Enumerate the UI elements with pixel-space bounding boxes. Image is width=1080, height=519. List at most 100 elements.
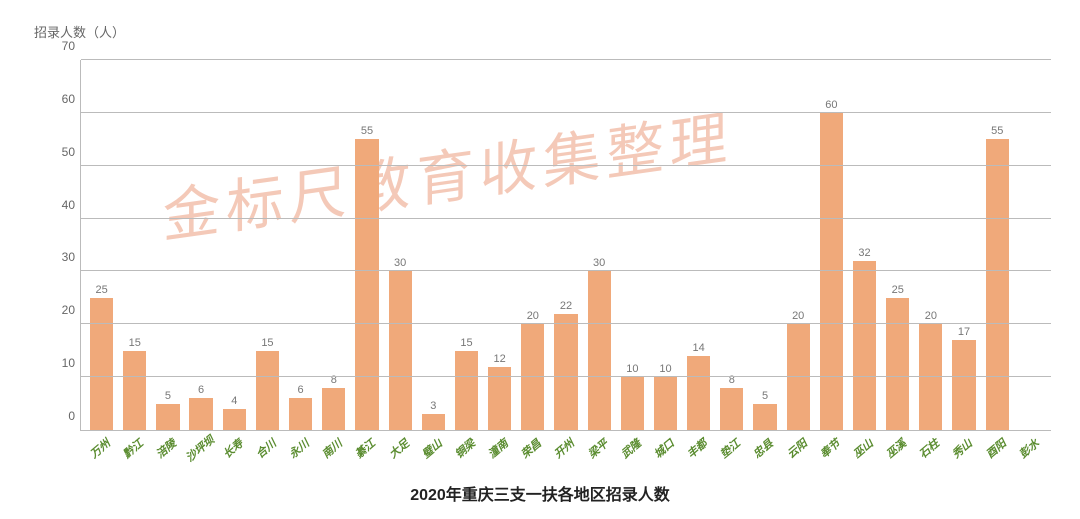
bar-value-label: 3 — [430, 400, 436, 412]
y-tick-label: 30 — [62, 250, 81, 264]
bar-value-label: 20 — [792, 310, 804, 322]
bar-slot: 15 — [450, 60, 483, 430]
x-tick-label: 涪陵 — [148, 432, 184, 466]
bar — [621, 377, 644, 430]
bar — [322, 388, 345, 430]
bar-slot: 20 — [782, 60, 815, 430]
bar-value-label: 17 — [958, 326, 970, 338]
bar — [886, 298, 909, 430]
grid-line — [81, 218, 1051, 219]
y-tick-label: 20 — [62, 303, 81, 317]
bar-slot: 6 — [185, 60, 218, 430]
grid-line — [81, 323, 1051, 324]
bar-value-label: 32 — [858, 247, 870, 259]
bar-value-label: 20 — [527, 310, 539, 322]
bar-value-label: 55 — [361, 125, 373, 137]
bar-slot: 6 — [284, 60, 317, 430]
bar-slot: 8 — [715, 60, 748, 430]
bar-slot: 30 — [583, 60, 616, 430]
bar-value-label: 25 — [95, 284, 107, 296]
chart-title: 2020年重庆三支一扶各地区招录人数 — [0, 481, 1080, 505]
bar-value-label: 6 — [298, 384, 304, 396]
bar-slot: 32 — [848, 60, 881, 430]
bar-slot: 4 — [218, 60, 251, 430]
x-tick-label: 永川 — [281, 432, 317, 466]
bar-slot: 55 — [350, 60, 383, 430]
bar — [289, 398, 312, 430]
y-tick-label: 40 — [62, 198, 81, 212]
bar-slot: 20 — [914, 60, 947, 430]
chart-container: 招录人数（人） 金标尺教育收集整理 2515564156855303151220… — [0, 0, 1080, 519]
bar-value-label: 10 — [626, 363, 638, 375]
bar-value-label: 22 — [560, 300, 572, 312]
bar — [986, 139, 1009, 430]
bar-value-label: 4 — [231, 395, 237, 407]
bar-slot: 20 — [516, 60, 549, 430]
bar — [123, 351, 146, 430]
x-tick-label: 万州 — [82, 432, 118, 466]
bar-slot: 17 — [947, 60, 980, 430]
x-tick-label: 彭水 — [1011, 432, 1047, 466]
bar-slot: 10 — [616, 60, 649, 430]
bar-slot: 15 — [251, 60, 284, 430]
bar — [455, 351, 478, 430]
x-tick-label: 璧山 — [414, 432, 450, 466]
x-tick-label: 潼南 — [480, 432, 516, 466]
x-tick-label: 荣昌 — [513, 432, 549, 466]
x-tick-label: 奉节 — [812, 432, 848, 466]
bar-value-label: 12 — [494, 353, 506, 365]
bar-slot: 60 — [815, 60, 848, 430]
bar-value-label: 30 — [593, 257, 605, 269]
x-tick-label: 忠县 — [745, 432, 781, 466]
bar-slot: 12 — [483, 60, 516, 430]
bar-slot — [1014, 60, 1047, 430]
bar-slot: 25 — [881, 60, 914, 430]
bar-value-label: 5 — [165, 390, 171, 402]
bar-value-label: 55 — [991, 125, 1003, 137]
grid-line — [81, 165, 1051, 166]
bar-value-label: 60 — [825, 99, 837, 111]
bar — [720, 388, 743, 430]
x-tick-label: 铜梁 — [447, 432, 483, 466]
x-tick-label: 梁平 — [580, 432, 616, 466]
x-tick-label: 合川 — [248, 432, 284, 466]
x-tick-label: 酉阳 — [978, 432, 1014, 466]
bar-value-label: 15 — [129, 337, 141, 349]
x-tick-label: 巫山 — [845, 432, 881, 466]
bar — [156, 404, 179, 430]
bar-slot: 8 — [317, 60, 350, 430]
bar-slot: 55 — [981, 60, 1014, 430]
bar-slot: 22 — [549, 60, 582, 430]
bar — [256, 351, 279, 430]
plot-area: 2515564156855303151220223010101485206032… — [80, 60, 1051, 431]
bar-slot: 30 — [384, 60, 417, 430]
bar-value-label: 5 — [762, 390, 768, 402]
x-tick-label: 綦江 — [347, 432, 383, 466]
bar-slot: 14 — [682, 60, 715, 430]
grid-line — [81, 270, 1051, 271]
bar — [389, 271, 412, 430]
x-tick-label: 大足 — [381, 432, 417, 466]
bar-value-label: 10 — [659, 363, 671, 375]
bar-slot: 5 — [151, 60, 184, 430]
bar — [753, 404, 776, 430]
bar-value-label: 25 — [892, 284, 904, 296]
bar-slot: 15 — [118, 60, 151, 430]
bar — [588, 271, 611, 430]
y-tick-label: 50 — [62, 145, 81, 159]
bar-slot: 25 — [85, 60, 118, 430]
bar — [853, 261, 876, 430]
y-tick-label: 0 — [68, 409, 81, 423]
x-tick-label: 武隆 — [613, 432, 649, 466]
x-tick-label: 黔江 — [115, 432, 151, 466]
x-axis-labels: 万州黔江涪陵沙坪坝长寿合川永川南川綦江大足璧山铜梁潼南荣昌开州梁平武隆城口丰都垫… — [80, 432, 1050, 448]
y-tick-label: 60 — [62, 92, 81, 106]
bar-slot: 10 — [649, 60, 682, 430]
x-tick-label: 城口 — [646, 432, 682, 466]
bar-slot: 5 — [748, 60, 781, 430]
bar — [554, 314, 577, 430]
y-tick-label: 10 — [62, 356, 81, 370]
grid-line — [81, 376, 1051, 377]
grid-line — [81, 112, 1051, 113]
x-tick-label: 沙坪坝 — [182, 432, 218, 466]
